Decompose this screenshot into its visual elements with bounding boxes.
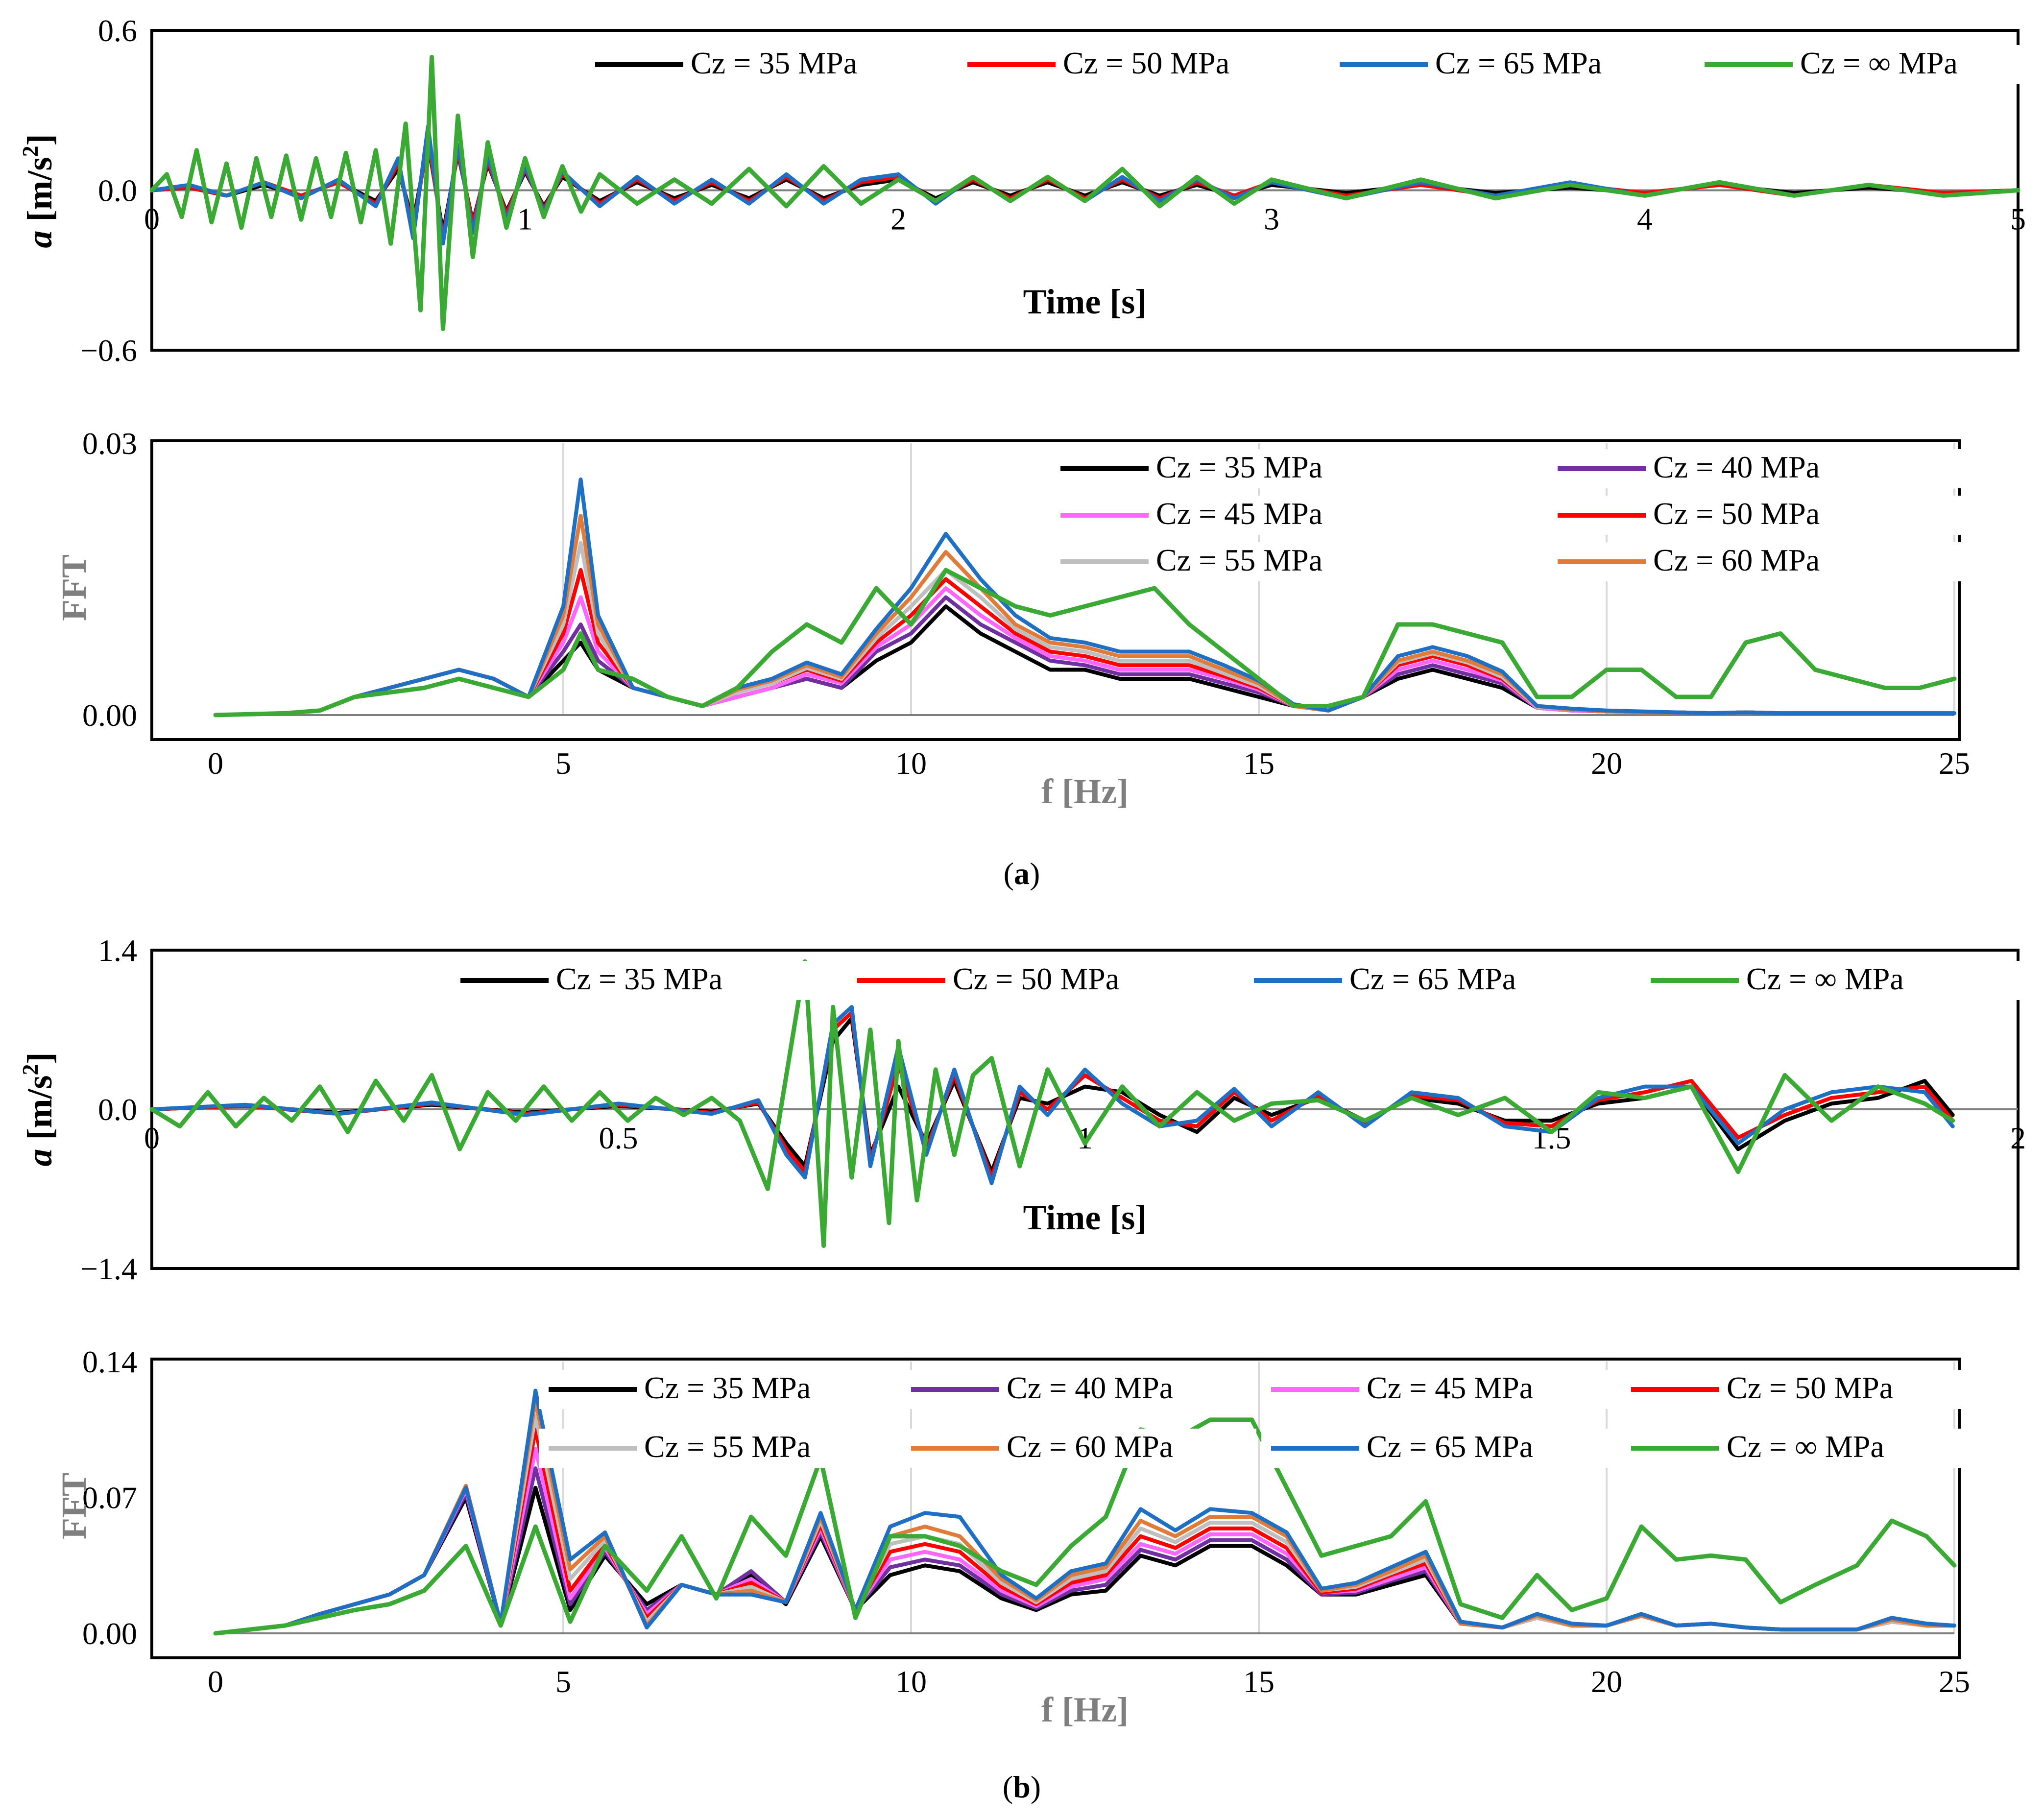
y-tick-label: 1.4 [98,933,137,968]
legend-label-cz-35-mpa: Cz = 35 MPa [644,1370,811,1405]
x-tick-label: 25 [1939,746,1970,781]
y-axis-label-close: ] [20,134,59,146]
chart-b-fft: 0.14 0.07 0.00 0 5 10 15 20 25 f [Hz] FFT Cz = 35 M… [54,1344,1989,1729]
x-tick-label: 0 [144,1121,160,1155]
caption-b: (b) [1003,1769,1041,1804]
x-tick-label: 0 [208,746,223,781]
x-tick-label: 25 [1939,1664,1970,1699]
x-tick-label: 2 [2010,1121,2026,1155]
x-tick-label: 5 [555,746,571,781]
series-line-cz-65-mpa [214,478,1956,717]
y-tick-label: −1.4 [80,1251,137,1286]
x-axis-label: Time [s] [1023,1198,1147,1237]
y-axis-label-unit: [m/s [20,1076,59,1149]
series-line-cz-inf-mpa [149,54,2020,331]
y-axis-label: a [m/s2] [18,1052,59,1167]
y-axis-label-close: ] [20,1052,59,1064]
legend-label-cz-45-mpa: Cz = 45 MPa [1367,1370,1533,1405]
series-line-cz-inf-mpa [149,959,1955,1248]
legend-label-cz-40-mpa: Cz = 40 MPa [1653,450,1820,484]
legend-label-cz-50-mpa: Cz = 50 MPa [1653,496,1820,531]
legend-label-cz-inf-mpa: Cz = ∞ MPa [1727,1429,1884,1464]
x-axis-label: f [Hz] [1041,1690,1129,1729]
series-line-cz-inf-mpa [213,568,1957,717]
x-tick-label: 3 [1264,202,1279,237]
legend-label-cz-45-mpa: Cz = 45 MPa [1156,496,1323,531]
legend-label-cz-inf-mpa: Cz = ∞ MPa [1800,46,1958,80]
x-tick-label: 0 [208,1664,223,1699]
legend-label-cz-50-mpa: Cz = 50 MPa [953,961,1119,996]
x-tick-label: 15 [1243,1664,1274,1699]
y-axis-label: FFT [54,554,94,621]
x-tick-label: 20 [1591,746,1622,781]
x-axis-label: f [Hz] [1041,772,1129,811]
legend-label-cz-40-mpa: Cz = 40 MPa [1007,1370,1173,1405]
x-tick-label: 2 [890,202,906,237]
y-tick-label: 0.00 [82,1616,137,1651]
y-axis-label: FFT [54,1473,94,1539]
chart-a-fft: 0.03 0.00 0 5 10 15 20 25 f [Hz] FFT Cz = 35 MPa Cz… [54,426,2040,811]
x-tick-label: 15 [1243,746,1274,781]
y-tick-label: −0.6 [80,333,137,368]
y-tick-label: 0.03 [82,426,137,461]
caption-a: (a) [1004,856,1040,891]
y-tick-label: 0.00 [82,698,137,733]
y-axis-label-symbol: a [20,1148,59,1166]
x-tick-label: 0.5 [599,1121,638,1155]
series-line-cz-65-mpa [150,1005,1955,1185]
y-tick-label: 0.14 [82,1344,137,1379]
legend-label-cz-35-mpa: Cz = 35 MPa [1156,450,1323,484]
legend-label-cz-55-mpa: Cz = 55 MPa [644,1429,811,1464]
legend-label-cz-60-mpa: Cz = 60 MPa [1653,543,1820,577]
x-axis-label: Time [s] [1023,282,1147,321]
series-line-cz-65-mpa [214,1388,1956,1635]
legend-label-cz-35-mpa: Cz = 35 MPa [691,46,857,80]
y-axis-label-exponent: 2 [18,1064,43,1076]
legend-label-cz-inf-mpa: Cz = ∞ MPa [1746,961,1904,996]
x-tick-label: 20 [1591,1664,1622,1699]
legend-label-cz-65-mpa: Cz = 65 MPa [1367,1429,1533,1464]
legend-label-cz-55-mpa: Cz = 55 MPa [1156,543,1323,577]
x-tick-label: 4 [1637,202,1653,237]
y-axis-label-symbol: a [20,230,59,248]
legend-label-cz-35-mpa: Cz = 35 MPa [556,961,722,996]
x-tick-label: 10 [895,746,927,781]
x-tick-label: 5 [555,1664,571,1699]
y-tick-label: 0.07 [82,1481,137,1515]
legend-label-cz-50-mpa: Cz = 50 MPa [1063,46,1229,80]
y-axis-label-exponent: 2 [18,146,43,157]
legend-label-cz-50-mpa: Cz = 50 MPa [1727,1370,1893,1405]
legend-label-cz-65-mpa: Cz = 65 MPa [1349,961,1516,996]
x-tick-label: 0 [144,202,160,237]
y-tick-label: 0.0 [98,1092,137,1127]
y-axis-label: a [m/s2] [18,134,59,248]
x-tick-label: 1 [517,202,533,237]
legend-label-cz-60-mpa: Cz = 60 MPa [1007,1429,1173,1464]
x-tick-label: 10 [895,1664,927,1699]
x-tick-label: 5 [2010,202,2026,237]
y-axis-label-unit: [m/s [20,157,59,231]
plot-frame [150,1358,1961,1659]
legend-label-cz-65-mpa: Cz = 65 MPa [1435,46,1602,80]
y-tick-label: 0.6 [98,13,137,48]
y-tick-label: 0.0 [98,173,137,208]
series-line-cz-inf-mpa [213,1417,1957,1636]
plot-frame [150,439,1961,741]
